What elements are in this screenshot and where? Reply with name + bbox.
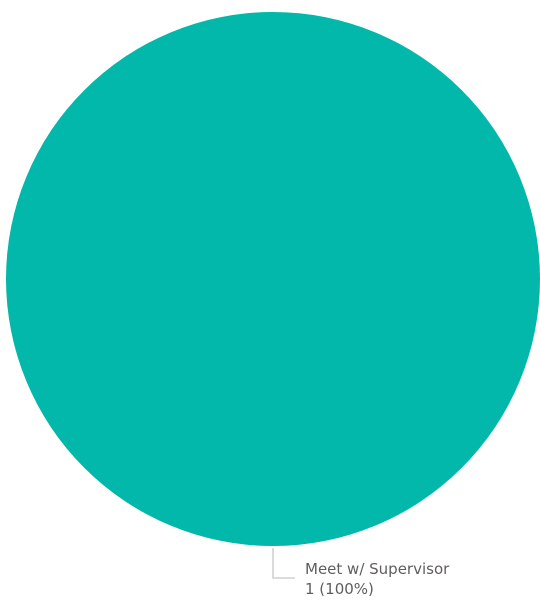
pie-slice-meet-w-supervisor[interactable] [6,12,540,546]
data-label-value: 1 (100%) [305,580,374,598]
pie-slices [6,12,540,546]
data-label-category: Meet w/ Supervisor [305,560,450,578]
leader-line [272,548,295,579]
